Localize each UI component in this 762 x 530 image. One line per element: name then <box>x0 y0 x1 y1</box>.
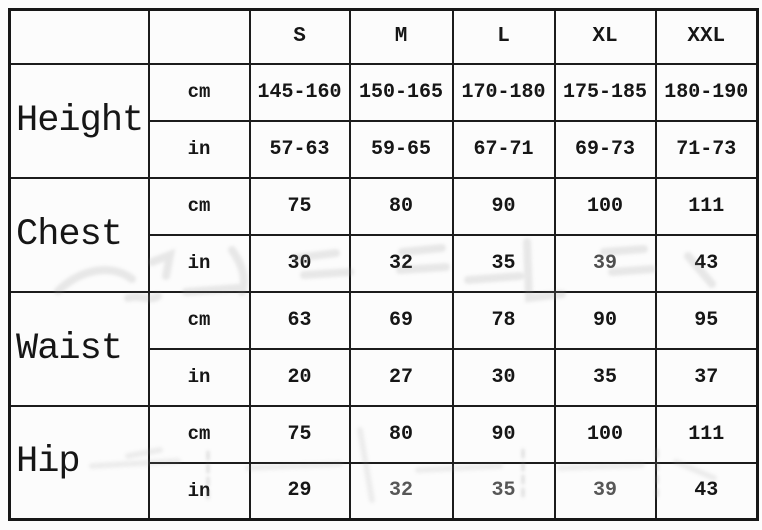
height-cm-row: Height cm 145-160 150-165 170-180 175-18… <box>8 62 759 179</box>
value-cell: 90 <box>451 404 556 464</box>
value-cell: 180-190 <box>654 62 759 122</box>
value-cell: 27 <box>348 347 454 407</box>
unit-label: cm <box>147 404 251 464</box>
unit-label: cm <box>147 290 251 350</box>
size-chart-table: S M L XL XXL Height cm 145-160 150-165 1… <box>8 8 759 521</box>
value-cell: 69-73 <box>553 119 657 179</box>
value-cell: 43 <box>654 233 759 293</box>
value-cell: 90 <box>553 290 657 350</box>
unit-label: cm <box>147 176 251 236</box>
value-cell: 145-160 <box>248 62 351 122</box>
value-cell: 35 <box>451 233 556 293</box>
value-cell: 30 <box>451 347 556 407</box>
value-cell: 75 <box>248 176 351 236</box>
value-cell: 90 <box>451 176 556 236</box>
row-label-waist: Waist <box>8 290 150 407</box>
value-cell: 69 <box>348 290 454 350</box>
value-cell: 63 <box>248 290 351 350</box>
value-cell: 71-73 <box>654 119 759 179</box>
size-col-header-xl: XL <box>553 8 657 65</box>
row-label-hip: Hip <box>8 404 150 521</box>
chest-cm-row: Chest cm 75 80 90 100 111 <box>8 176 759 293</box>
value-cell: 100 <box>553 404 657 464</box>
value-cell: 175-185 <box>553 62 657 122</box>
row-label-height: Height <box>8 62 150 179</box>
value-cell: 111 <box>654 404 759 464</box>
value-cell: 29 <box>248 461 351 521</box>
unit-label: in <box>147 233 251 293</box>
value-cell: 100 <box>553 176 657 236</box>
value-cell: 80 <box>348 404 454 464</box>
size-col-header-l: L <box>451 8 556 65</box>
value-cell: 32 <box>348 461 454 521</box>
value-cell: 43 <box>654 461 759 521</box>
unit-label: in <box>147 347 251 407</box>
height-in-row: in 57-63 59-65 67-71 69-73 71-73 <box>10 119 759 179</box>
value-cell: 111 <box>654 176 759 236</box>
value-cell: 39 <box>553 233 657 293</box>
value-cell: 39 <box>553 461 657 521</box>
size-col-header-xxl: XXL <box>654 8 759 65</box>
unit-label: in <box>147 119 251 179</box>
value-cell: 80 <box>348 176 454 236</box>
corner-cell-label <box>8 8 150 65</box>
value-cell: 150-165 <box>348 62 454 122</box>
value-cell: 35 <box>451 461 556 521</box>
value-cell: 170-180 <box>451 62 556 122</box>
value-cell: 57-63 <box>248 119 351 179</box>
value-cell: 67-71 <box>451 119 556 179</box>
value-cell: 35 <box>553 347 657 407</box>
header-row: S M L XL XXL <box>8 8 759 65</box>
corner-cell-unit <box>147 8 251 65</box>
value-cell: 75 <box>248 404 351 464</box>
value-cell: 32 <box>348 233 454 293</box>
size-col-header-s: S <box>248 8 351 65</box>
unit-label: in <box>147 461 251 521</box>
waist-in-row: in 20 27 30 35 37 <box>10 347 759 407</box>
value-cell: 30 <box>248 233 351 293</box>
value-cell: 95 <box>654 290 759 350</box>
value-cell: 20 <box>248 347 351 407</box>
waist-cm-row: Waist cm 63 69 78 90 95 <box>8 290 759 407</box>
value-cell: 59-65 <box>348 119 454 179</box>
size-col-header-m: M <box>348 8 454 65</box>
value-cell: 78 <box>451 290 556 350</box>
unit-label: cm <box>147 62 251 122</box>
hip-cm-row: Hip cm 75 80 90 100 111 <box>8 404 759 521</box>
row-label-chest: Chest <box>8 176 150 293</box>
value-cell: 37 <box>654 347 759 407</box>
size-chart: S M L XL XXL Height cm 145-160 150-165 1… <box>8 8 759 521</box>
